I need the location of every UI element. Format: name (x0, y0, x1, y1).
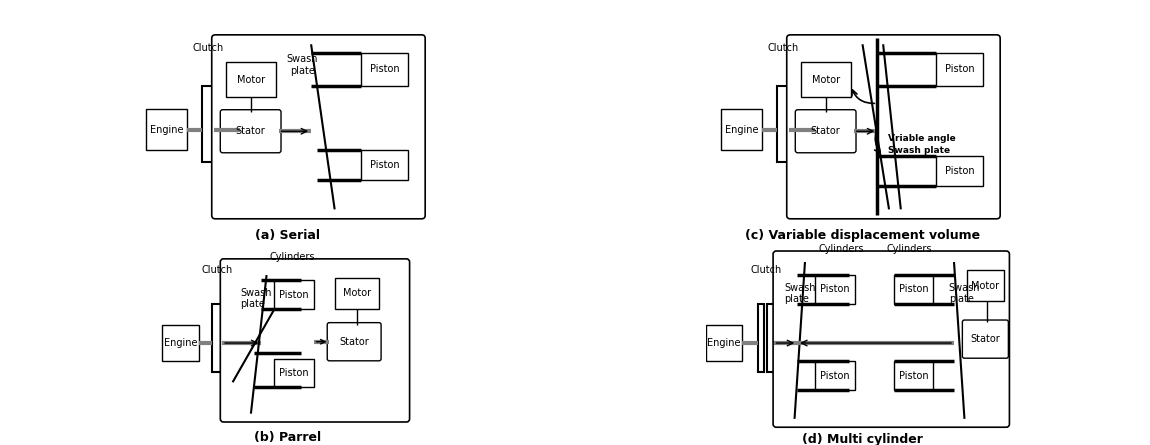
Text: Cylinders: Cylinders (887, 244, 933, 254)
Text: Engine: Engine (724, 125, 758, 135)
Text: Vriable angle: Vriable angle (888, 134, 956, 143)
Text: Piston: Piston (898, 371, 928, 381)
Text: plate: plate (949, 294, 974, 303)
FancyBboxPatch shape (221, 110, 281, 153)
Bar (967, 270, 1004, 301)
Bar (894, 275, 933, 304)
Text: Cylinders: Cylinders (270, 252, 315, 262)
Text: Clutch: Clutch (767, 43, 798, 53)
Text: plate: plate (784, 294, 808, 303)
Bar (706, 325, 742, 361)
Text: Stator: Stator (971, 334, 1000, 344)
Text: Clutch: Clutch (201, 265, 232, 275)
Bar (202, 85, 214, 162)
Text: (d) Multi cylinder: (d) Multi cylinder (802, 433, 923, 445)
Text: plate: plate (290, 66, 315, 76)
Bar (767, 304, 774, 372)
Text: Swash: Swash (240, 288, 271, 298)
Text: (c) Variable displacement volume: (c) Variable displacement volume (745, 230, 980, 243)
Text: plate: plate (240, 299, 266, 309)
FancyBboxPatch shape (796, 110, 856, 153)
Text: (b) Parrel: (b) Parrel (254, 431, 321, 444)
Bar (225, 62, 276, 97)
Text: Motor: Motor (972, 280, 999, 291)
Text: Stator: Stator (339, 337, 369, 347)
Text: Piston: Piston (279, 368, 309, 378)
Text: Swash: Swash (784, 283, 815, 293)
Bar (721, 109, 762, 150)
Bar (335, 278, 380, 309)
Bar (777, 85, 789, 162)
Bar (936, 156, 983, 186)
Bar (800, 62, 851, 97)
Text: Swash: Swash (286, 54, 319, 64)
Bar (146, 109, 187, 150)
Text: Piston: Piston (279, 290, 309, 299)
Text: Engine: Engine (150, 125, 183, 135)
Text: Piston: Piston (945, 166, 974, 176)
Text: Piston: Piston (370, 160, 399, 170)
FancyBboxPatch shape (221, 259, 409, 422)
Text: Motor: Motor (343, 288, 370, 298)
FancyBboxPatch shape (787, 35, 1000, 219)
FancyBboxPatch shape (773, 251, 1010, 427)
Text: Piston: Piston (945, 65, 974, 74)
Bar (361, 150, 408, 180)
Text: Swash: Swash (949, 283, 980, 293)
FancyBboxPatch shape (212, 35, 426, 219)
Bar (758, 304, 765, 372)
Text: (a) Serial: (a) Serial (255, 230, 320, 243)
Bar (936, 53, 983, 85)
Text: Motor: Motor (812, 75, 840, 85)
Bar (275, 280, 314, 309)
Text: Swash plate: Swash plate (888, 146, 950, 155)
Bar (815, 275, 854, 304)
Text: Engine: Engine (163, 338, 197, 348)
FancyBboxPatch shape (328, 323, 381, 361)
Text: Stator: Stator (236, 126, 266, 136)
Bar (361, 53, 408, 85)
Text: Motor: Motor (237, 75, 264, 85)
Bar (275, 359, 314, 388)
Text: Piston: Piston (820, 371, 850, 381)
Text: Stator: Stator (811, 126, 841, 136)
Bar (894, 361, 933, 390)
Text: Engine: Engine (707, 338, 741, 348)
FancyBboxPatch shape (963, 320, 1009, 358)
Text: Piston: Piston (370, 65, 399, 74)
Bar (162, 325, 199, 361)
Bar (212, 304, 222, 372)
Text: Cylinders: Cylinders (819, 244, 865, 254)
Text: Piston: Piston (898, 284, 928, 295)
Text: Clutch: Clutch (192, 43, 223, 53)
Bar (815, 361, 854, 390)
Text: Clutch: Clutch (750, 265, 781, 275)
Text: Piston: Piston (820, 284, 850, 295)
